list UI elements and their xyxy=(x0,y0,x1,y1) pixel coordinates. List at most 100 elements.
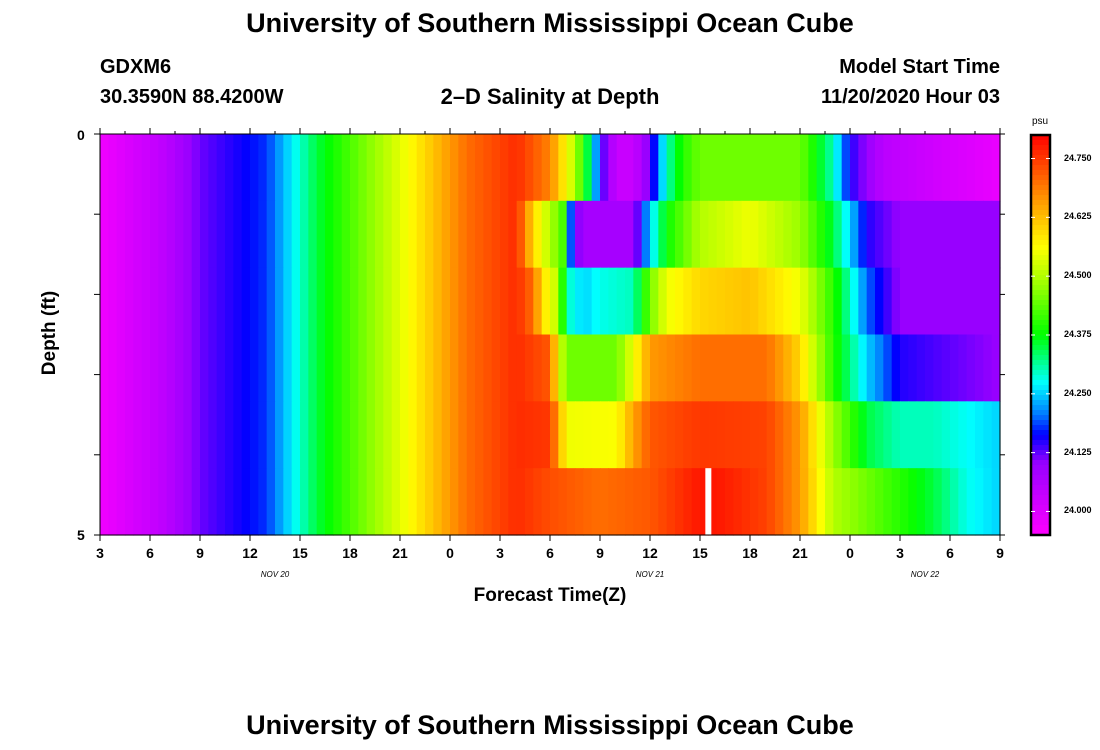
heat-cell xyxy=(975,334,984,402)
heat-cell xyxy=(691,334,701,402)
heat-cell xyxy=(675,401,684,469)
heat-cell xyxy=(258,200,268,269)
heat-cell xyxy=(866,200,876,269)
heat-cell xyxy=(241,468,251,536)
heat-cell xyxy=(758,468,768,536)
heat-cell xyxy=(716,401,726,469)
heat-cell xyxy=(550,134,559,202)
heat-cell xyxy=(875,468,884,536)
colorbar-segment xyxy=(1031,530,1050,536)
heat-cell xyxy=(191,267,201,336)
heat-cell xyxy=(908,401,918,469)
heat-cell xyxy=(533,401,543,469)
heat-cell xyxy=(250,267,259,336)
heat-cell xyxy=(375,134,384,202)
x-tick-label: 6 xyxy=(146,545,154,561)
heat-cell xyxy=(250,401,259,469)
heat-cell xyxy=(225,200,234,269)
heat-cell xyxy=(816,401,826,469)
heat-cell xyxy=(875,401,884,469)
heat-cell xyxy=(558,401,568,469)
heat-cell xyxy=(816,267,826,336)
heat-cell xyxy=(866,267,876,336)
heat-cell xyxy=(508,200,518,269)
colorbar-segment xyxy=(1031,375,1050,381)
heat-cell xyxy=(166,468,176,536)
heat-cell xyxy=(775,468,784,536)
heat-cell xyxy=(175,134,184,202)
heat-cell xyxy=(366,401,376,469)
heat-cell xyxy=(933,401,943,469)
heat-cell xyxy=(966,134,976,202)
heat-cell xyxy=(741,200,751,269)
heat-cell xyxy=(183,134,193,202)
heat-cell xyxy=(475,401,484,469)
colorbar-segment xyxy=(1031,310,1050,316)
heat-cell xyxy=(425,200,434,269)
colorbar-segment xyxy=(1031,520,1050,526)
colorbar-tick-label: 24.625 xyxy=(1064,211,1092,222)
heat-cell xyxy=(775,401,784,469)
heat-cell xyxy=(375,401,384,469)
heat-cell xyxy=(991,334,1001,402)
heat-cell xyxy=(741,267,751,336)
heat-cell xyxy=(358,267,368,336)
heat-cell xyxy=(341,134,351,202)
colorbar-segment xyxy=(1031,340,1050,346)
heat-cell xyxy=(150,401,159,469)
heat-cell xyxy=(633,200,643,269)
heat-cell xyxy=(275,334,284,402)
heat-cell xyxy=(658,267,668,336)
heat-cell xyxy=(108,401,118,469)
heat-cell xyxy=(150,200,159,269)
heat-cell xyxy=(333,267,343,336)
heat-cell xyxy=(550,468,559,536)
heat-cell xyxy=(450,134,459,202)
heat-cell xyxy=(900,200,909,269)
heat-cell xyxy=(925,468,934,536)
heat-cell xyxy=(275,134,284,202)
heat-cell xyxy=(608,468,618,536)
heat-cell xyxy=(708,134,718,202)
heat-cell xyxy=(266,334,276,402)
colorbar-segment xyxy=(1031,225,1050,231)
heat-cell xyxy=(366,267,376,336)
colorbar-segment xyxy=(1031,395,1050,401)
heat-cell xyxy=(325,267,334,336)
x-tick-label: 6 xyxy=(946,545,954,561)
heat-cell xyxy=(600,134,609,202)
heat-cell xyxy=(983,267,993,336)
colorbar-units: psu xyxy=(1031,116,1049,127)
heat-cell xyxy=(258,401,268,469)
heat-cell xyxy=(633,334,643,402)
colorbar-segment xyxy=(1031,255,1050,261)
heat-cell xyxy=(316,334,326,402)
heat-cell xyxy=(616,401,626,469)
heat-cell xyxy=(350,401,359,469)
colorbar-segment xyxy=(1031,145,1050,151)
heat-cell xyxy=(566,334,576,402)
colorbar-segment xyxy=(1031,385,1050,391)
heat-cell xyxy=(700,200,709,269)
heat-cell xyxy=(241,401,251,469)
heat-cell xyxy=(933,134,943,202)
heat-cell xyxy=(116,267,126,336)
heat-cell xyxy=(508,468,518,536)
heat-cell xyxy=(766,334,776,402)
colorbar-segment xyxy=(1031,220,1050,226)
heat-cell xyxy=(783,267,793,336)
heat-cell xyxy=(525,200,534,269)
heat-cell xyxy=(766,200,776,269)
heat-cell xyxy=(583,468,593,536)
heat-cell xyxy=(616,134,626,202)
colorbar-segment xyxy=(1031,295,1050,301)
heat-cell xyxy=(958,334,968,402)
heat-cell xyxy=(691,267,701,336)
heat-cell xyxy=(933,267,943,336)
heat-cell xyxy=(516,200,526,269)
heat-cell xyxy=(616,468,626,536)
heat-cell xyxy=(800,200,809,269)
heat-cell xyxy=(783,334,793,402)
heat-cell xyxy=(316,200,326,269)
heat-cell xyxy=(975,267,984,336)
